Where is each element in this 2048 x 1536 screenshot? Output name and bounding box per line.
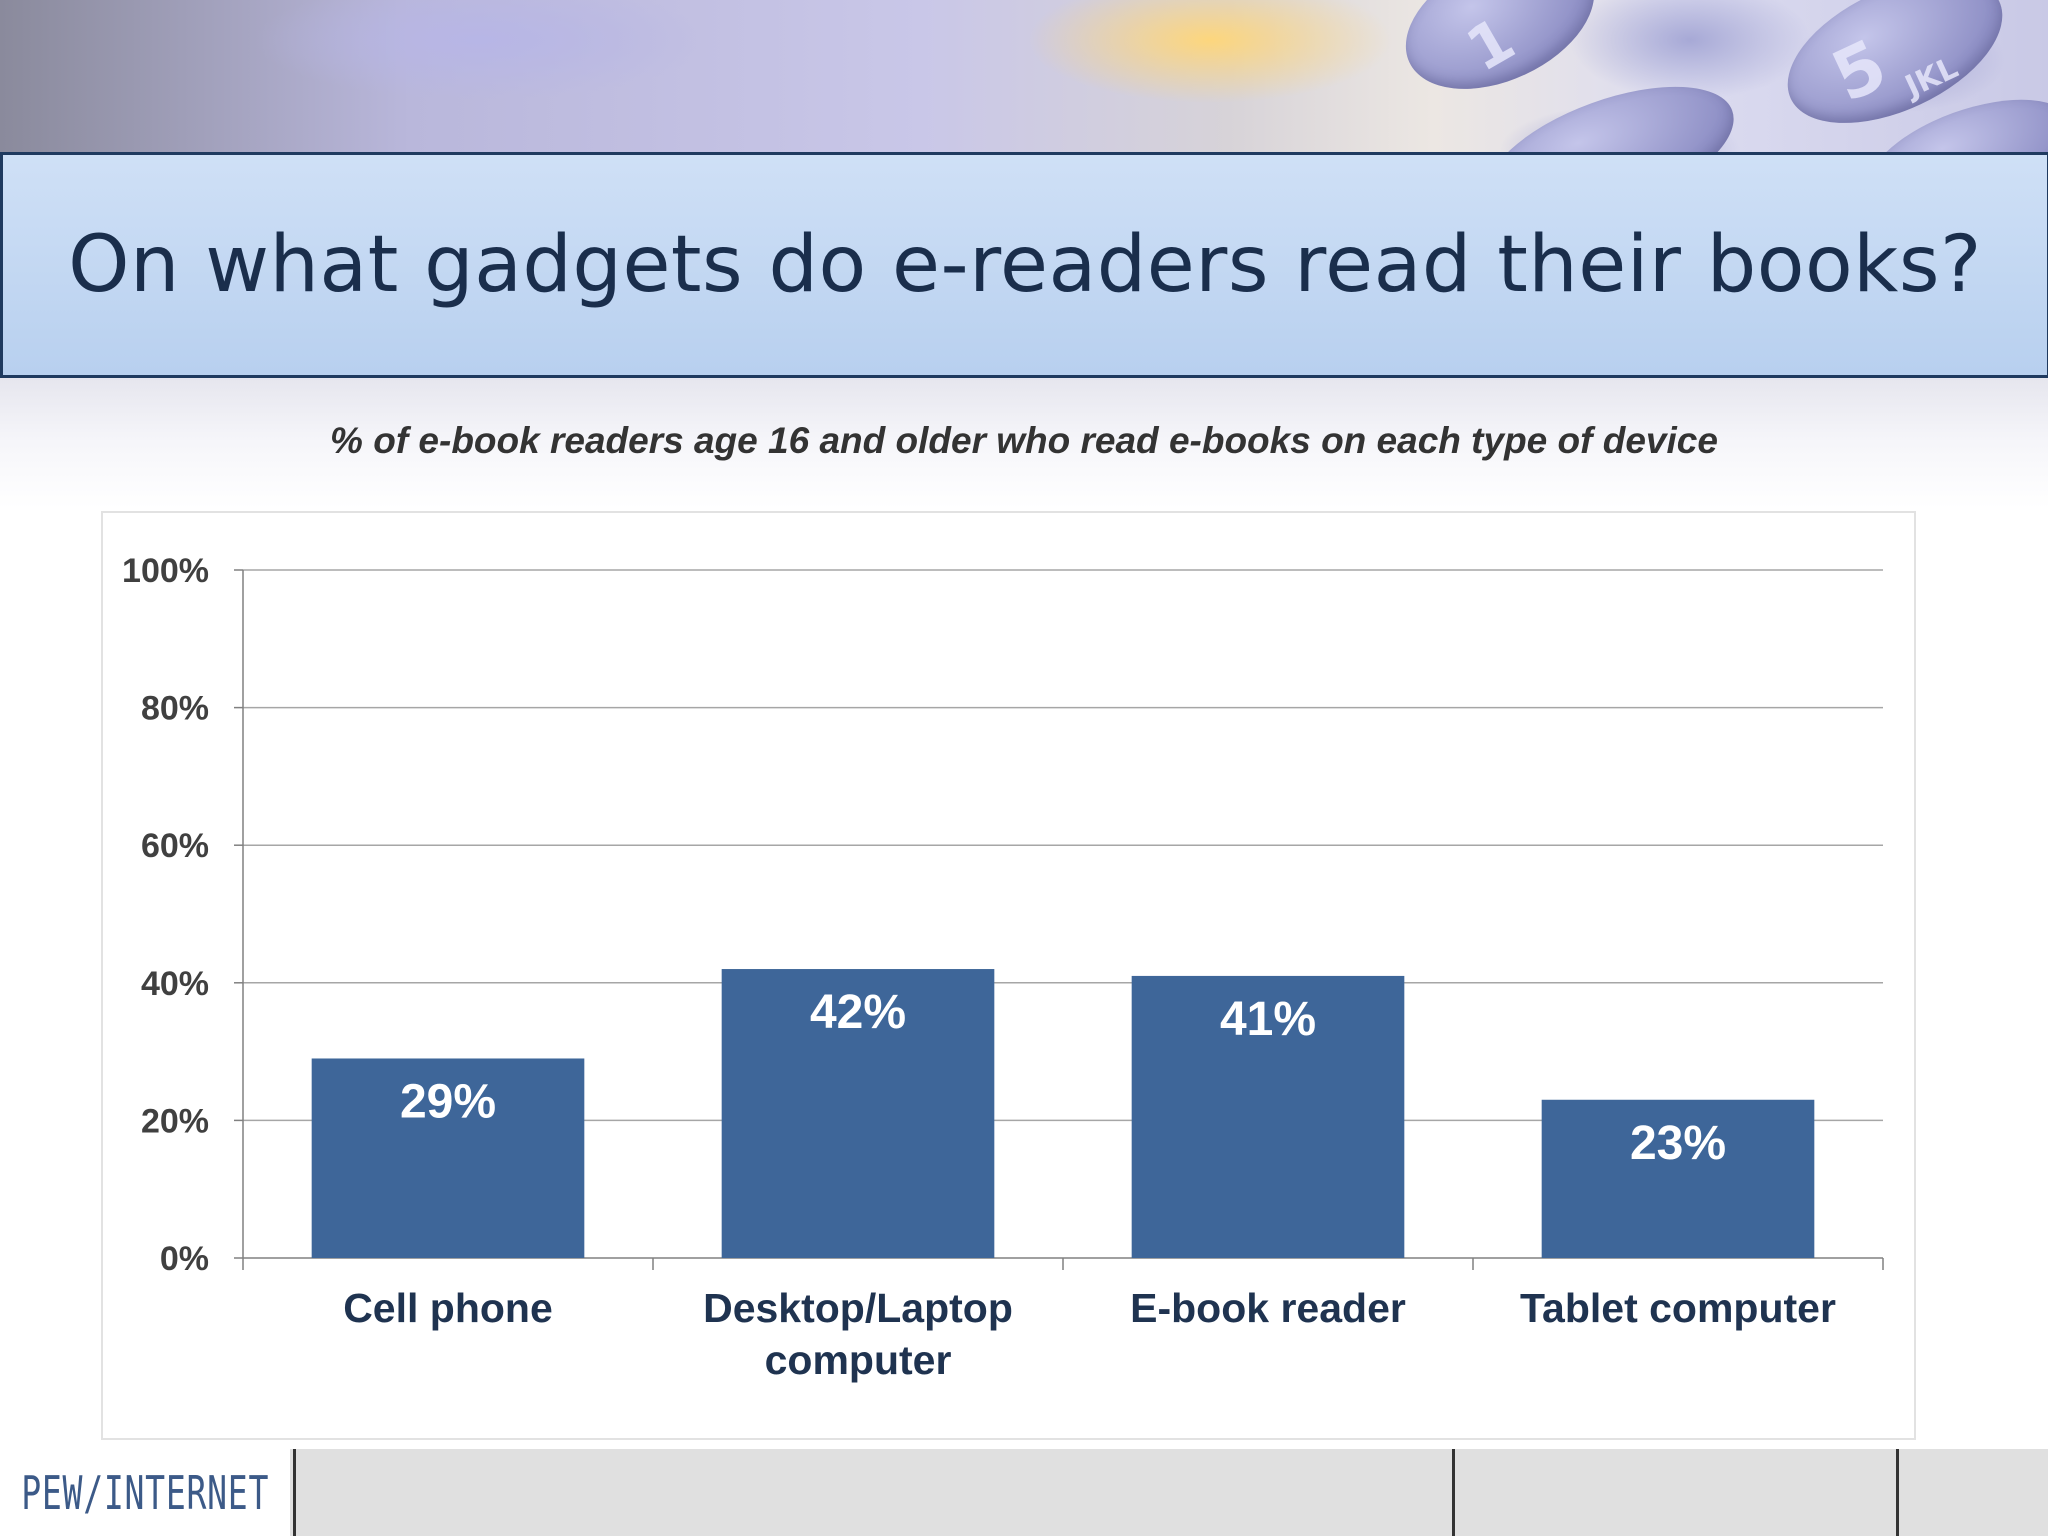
- page-title: On what gadgets do e-readers read their …: [68, 220, 1982, 310]
- y-tick-label: 80%: [141, 690, 209, 728]
- footer-divider: [1452, 1449, 1455, 1536]
- x-category-label: Tablet computer: [1520, 1285, 1836, 1331]
- y-tick-label: 40%: [141, 965, 209, 1003]
- footer-bar: PEW/INTERNET: [0, 1449, 2048, 1536]
- y-tick-label: 0%: [160, 1240, 209, 1278]
- x-category-label: Cell phone: [343, 1285, 553, 1331]
- logo-text: PEW/INTERNET: [21, 1465, 269, 1520]
- bar: [1131, 975, 1405, 1258]
- data-label: 41%: [1220, 993, 1316, 1046]
- y-tick-label: 20%: [141, 1102, 209, 1140]
- data-label: 23%: [1630, 1117, 1726, 1170]
- bar-chart: 0% 20% 40% 60% 80% 100% 29% Cell phone 42% Deskto…: [122, 552, 1884, 1383]
- bar: [311, 1058, 585, 1258]
- y-tick-label: 100%: [122, 552, 209, 590]
- y-tick-label: 60%: [141, 827, 209, 865]
- fade-band: [0, 378, 2048, 508]
- bar: [1541, 1099, 1815, 1258]
- data-label: 29%: [400, 1075, 496, 1128]
- chart-subtitle: % of e-book readers age 16 and older who…: [330, 420, 1718, 461]
- title-bar: On what gadgets do e-readers read their …: [0, 152, 2048, 378]
- pew-internet-logo: PEW/INTERNET: [0, 1449, 290, 1536]
- footer-divider: [1896, 1449, 1899, 1536]
- header-photo-band: 1 5 JKL: [0, 0, 2048, 252]
- data-label: 42%: [810, 986, 906, 1039]
- x-category-label: computer: [765, 1337, 952, 1383]
- x-category-label: Desktop/Laptop: [703, 1285, 1013, 1331]
- x-category-label: E-book reader: [1130, 1285, 1406, 1331]
- footer-divider: [293, 1449, 296, 1536]
- bar: [721, 969, 995, 1258]
- chart-frame: 0% 20% 40% 60% 80% 100% 29% Cell phone 42% Deskto…: [101, 511, 1916, 1440]
